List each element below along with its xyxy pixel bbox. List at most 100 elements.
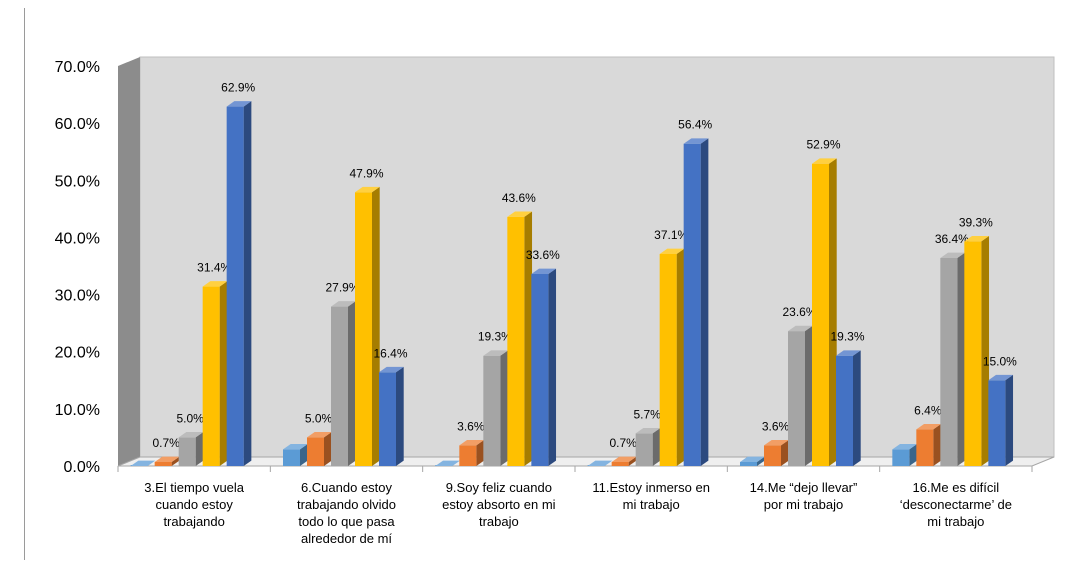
data-label: 23.6% <box>782 305 816 319</box>
bar-top <box>940 252 966 258</box>
bar-top <box>916 424 942 430</box>
bar-top <box>459 440 485 446</box>
bar-top <box>683 138 709 144</box>
data-label: 47.9% <box>349 166 383 180</box>
category-label: cuando estoy <box>155 497 233 512</box>
bar-top <box>635 428 661 434</box>
bar-top <box>355 186 380 193</box>
category-label: mi trabajo <box>623 497 680 512</box>
y-tick-label: 60.0% <box>55 116 100 133</box>
left-border-line <box>24 8 25 560</box>
bar <box>226 106 244 467</box>
side-wall <box>118 57 140 466</box>
bar-side <box>628 456 637 466</box>
category-label: 16.Me es difícil <box>912 480 999 495</box>
bar <box>307 437 324 466</box>
bar-side <box>676 248 685 466</box>
bar-side <box>548 268 557 466</box>
bar-top <box>587 460 613 466</box>
data-label: 62.9% <box>221 81 255 95</box>
bar <box>379 372 396 466</box>
bar-top <box>531 268 557 274</box>
data-label: 3.6% <box>762 419 790 433</box>
bar-top <box>659 248 685 254</box>
bar <box>459 445 477 466</box>
back-wall <box>139 56 1055 458</box>
y-tick-label: 0.0% <box>64 459 100 476</box>
bar-side <box>195 432 204 466</box>
data-label: 3.6% <box>457 419 485 433</box>
bar <box>836 355 853 466</box>
category-label: mi trabajo <box>927 514 984 529</box>
data-label: 33.6% <box>526 248 560 262</box>
bar-top <box>178 432 204 438</box>
data-label: 0.7% <box>152 436 180 450</box>
bar-side <box>300 444 308 466</box>
bar-side <box>909 444 918 466</box>
category-label: estoy absorto en mi <box>442 497 556 512</box>
bar-side <box>500 350 509 466</box>
bar-top <box>307 432 332 438</box>
category-label: 9.Soy feliz cuando <box>446 480 552 495</box>
bar-side <box>1005 374 1014 466</box>
bar-side <box>700 138 709 467</box>
bar-top <box>130 460 156 466</box>
bar-side <box>853 350 861 466</box>
bar-top <box>483 350 509 356</box>
bar <box>659 254 677 466</box>
bar <box>178 437 196 466</box>
category-label: trabajo <box>479 514 519 529</box>
bar-top <box>379 366 404 373</box>
data-label: 6.4% <box>914 403 942 417</box>
bar <box>964 241 982 466</box>
bar-side <box>219 281 228 466</box>
bar-side <box>171 456 180 466</box>
y-tick-label: 50.0% <box>55 173 100 190</box>
category-label: 14.Me “dejo llevar” <box>750 480 858 495</box>
category-label: ‘desconectarme’ de <box>900 497 1012 512</box>
y-tick-label: 20.0% <box>55 345 100 362</box>
bar <box>635 433 653 466</box>
bar <box>740 462 757 466</box>
category-label: alrededor de mí <box>301 531 392 546</box>
bar-top <box>154 456 180 462</box>
bar <box>331 306 348 466</box>
bar-side <box>957 252 966 466</box>
data-label: 16.4% <box>373 346 407 360</box>
category-label: 3.El tiempo vuela <box>144 480 244 495</box>
bar-side <box>829 158 837 467</box>
category-label: trabajando olvido <box>297 497 396 512</box>
bar-top <box>283 444 308 450</box>
y-tick-label: 10.0% <box>55 402 100 419</box>
bar-side <box>243 101 252 467</box>
data-label: 52.9% <box>806 138 840 152</box>
bar <box>611 462 629 466</box>
bar-top <box>507 211 533 217</box>
data-label: 5.7% <box>633 407 661 421</box>
bar <box>683 143 701 466</box>
bar-top <box>611 456 637 462</box>
bar-top <box>964 236 990 242</box>
category-label: 11.Estoy inmerso en <box>592 480 710 495</box>
bar-side <box>396 366 404 466</box>
data-label: 36.4% <box>935 232 969 246</box>
bar-side <box>348 301 356 466</box>
bar-side <box>372 186 380 466</box>
bar <box>202 286 220 466</box>
bar-side <box>805 325 813 466</box>
bar <box>812 163 829 466</box>
bar-side <box>476 440 485 466</box>
bar <box>940 258 958 466</box>
bar-side <box>652 428 661 466</box>
bar-side <box>524 211 533 466</box>
bar-top <box>812 158 837 164</box>
bar-top <box>764 440 789 446</box>
data-label: 5.0% <box>305 411 333 425</box>
data-label: 43.6% <box>502 191 536 205</box>
bar <box>531 274 549 466</box>
data-label: 31.4% <box>197 261 231 275</box>
bar-top <box>226 101 252 107</box>
bar-top <box>892 444 918 450</box>
